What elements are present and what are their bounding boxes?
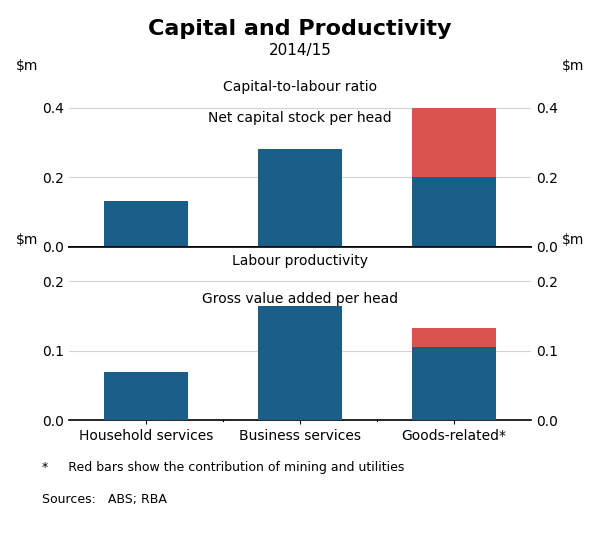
Text: Sources:   ABS; RBA: Sources: ABS; RBA (42, 493, 167, 506)
Text: $m: $m (562, 59, 584, 73)
Text: Capital and Productivity: Capital and Productivity (148, 19, 452, 39)
Bar (412, 177, 496, 247)
Bar (412, 328, 496, 348)
Bar (257, 149, 343, 247)
Text: Labour productivity: Labour productivity (232, 253, 368, 267)
Bar (257, 306, 343, 420)
Text: 2014/15: 2014/15 (269, 43, 331, 58)
Text: $m: $m (16, 59, 38, 73)
Bar (412, 348, 496, 420)
Text: Capital-to-labour ratio: Capital-to-labour ratio (223, 80, 377, 94)
Bar (104, 372, 188, 420)
Text: $m: $m (16, 233, 38, 247)
Bar (104, 202, 188, 247)
Text: Gross value added per head: Gross value added per head (202, 292, 398, 306)
Text: $m: $m (562, 233, 584, 247)
Text: *     Red bars show the contribution of mining and utilities: * Red bars show the contribution of mini… (42, 461, 404, 474)
Bar (412, 108, 496, 177)
Text: Net capital stock per head: Net capital stock per head (208, 111, 392, 125)
